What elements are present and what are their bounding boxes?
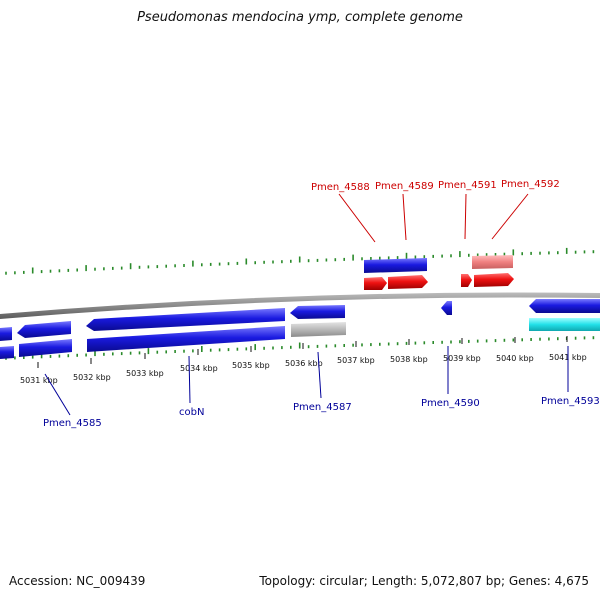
kbp-label: 5033 kbp (126, 369, 164, 378)
scale-labels: 5031 kbp 5032 kbp 5033 kbp 5034 kbp 5035… (20, 353, 587, 385)
gene-label-pmen-4592: Pmen_4592 (501, 179, 560, 190)
genome-title: Pseudomonas mendocina ymp, complete geno… (137, 10, 463, 25)
accession-text: Accession: NC_009439 (9, 574, 146, 588)
gene-labels-top: Pmen_4588 Pmen_4589 Pmen_4591 Pmen_4592 (311, 179, 560, 193)
kbp-label: 5034 kbp (180, 364, 218, 373)
gc-content-track-top (5, 247, 595, 275)
kbp-label: 5039 kbp (443, 354, 481, 363)
kbp-label: 5035 kbp (232, 361, 270, 370)
gene-pmen-4592 (472, 255, 513, 269)
kbp-label: 5040 kbp (496, 354, 534, 363)
gene-left-edge-1 (0, 327, 12, 341)
gene-pmen-4592-cds (474, 273, 514, 287)
kbp-label: 5038 kbp (390, 355, 428, 364)
gene-pmen-4593-feature (529, 318, 600, 331)
gene-label-pmen-4585: Pmen_4585 (43, 418, 102, 429)
kbp-label: 5031 kbp (20, 376, 58, 385)
gene-pmen-4588 (364, 258, 427, 273)
scale-ticks (37, 336, 568, 368)
gene-pmen-4591-cds (461, 274, 472, 287)
gene-pmen-4585-cds (19, 339, 72, 357)
gene-cobn-cds (87, 326, 285, 352)
genome-backbone (0, 292, 600, 319)
gene-label-pmen-4590: Pmen_4590 (421, 398, 480, 409)
gene-label-pmen-4589: Pmen_4589 (375, 181, 434, 192)
gene-pmen-4588-cds (364, 277, 387, 290)
gene-label-pmen-4587: Pmen_4587 (293, 402, 352, 413)
gene-cobn (86, 308, 285, 331)
kbp-label: 5032 kbp (73, 373, 111, 382)
gene-pmen-4589-cds (388, 275, 428, 289)
gene-left-edge-2 (0, 346, 14, 359)
gene-pmen-4590 (441, 301, 452, 315)
gene-label-pmen-4591: Pmen_4591 (438, 180, 497, 191)
kbp-label: 5037 kbp (337, 356, 375, 365)
gene-pmen-4593 (529, 299, 600, 313)
reverse-strand-features (0, 299, 600, 359)
gene-label-pmen-4588: Pmen_4588 (311, 182, 370, 193)
gene-pmen-4587 (290, 305, 345, 319)
gene-pmen-4585 (17, 321, 71, 338)
gene-label-pmen-4593: Pmen_4593 (541, 396, 600, 407)
forward-strand-features (364, 255, 514, 290)
gene-labels-bottom: Pmen_4585 cobN Pmen_4587 Pmen_4590 Pmen_… (43, 396, 600, 429)
gene-pmen-4587-feature (291, 322, 346, 337)
gene-label-cobn: cobN (179, 407, 204, 418)
label-leaders (44, 193, 569, 416)
topology-text: Topology: circular; Length: 5,072,807 bp… (259, 574, 589, 588)
kbp-label: 5036 kbp (285, 359, 323, 368)
